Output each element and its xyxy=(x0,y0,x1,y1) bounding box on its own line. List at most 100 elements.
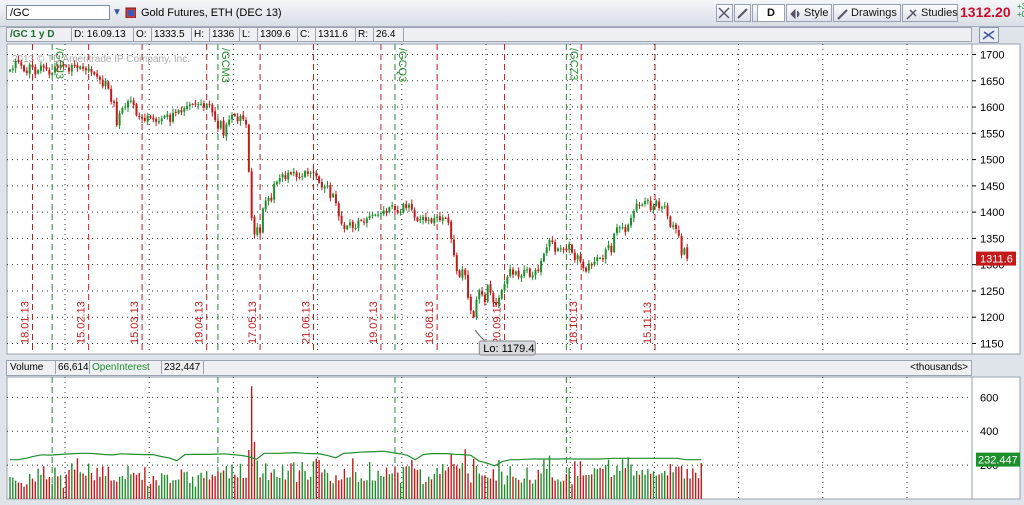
volume-bar xyxy=(512,476,514,499)
bar-date: D: 16.09.13 xyxy=(71,28,134,41)
net-change: +3 +0 xyxy=(1017,3,1024,19)
candle-body xyxy=(73,64,76,67)
candle-body xyxy=(585,267,588,272)
volume-bar xyxy=(506,475,509,499)
candle-body xyxy=(571,244,573,253)
volume-bar xyxy=(107,466,110,499)
volume-bar xyxy=(517,479,520,499)
candle-body xyxy=(635,203,638,211)
volume-bar xyxy=(568,467,570,499)
candle-body xyxy=(354,227,357,229)
candle-body xyxy=(163,115,166,118)
volume-bar xyxy=(442,463,444,499)
symbol-period-label: /GC 1 y D xyxy=(7,28,72,41)
date-label: 17.05.13 xyxy=(247,301,259,344)
volume-bar xyxy=(276,476,278,499)
volume-bar xyxy=(621,459,624,499)
volume-bar xyxy=(475,465,478,499)
volume-bar xyxy=(697,478,700,499)
studies-icon xyxy=(906,9,917,20)
volume-bar xyxy=(605,464,607,499)
candle-body xyxy=(674,224,677,229)
symbol-link-icon[interactable] xyxy=(125,7,136,18)
candle-body xyxy=(273,183,276,200)
volume-bar xyxy=(138,473,140,499)
candle-body xyxy=(511,269,514,275)
volume-bar xyxy=(635,470,638,499)
candle-body xyxy=(191,104,194,106)
volume-bar xyxy=(186,471,188,499)
candle-body xyxy=(90,69,93,73)
date-label: 19.07.13 xyxy=(368,301,380,344)
price-tick-label: 1650 xyxy=(980,76,1004,88)
chart-settings-gear-button[interactable] xyxy=(979,27,999,43)
candle-body xyxy=(450,221,453,239)
symbol-dropdown-icon[interactable]: ▼ xyxy=(112,7,122,18)
volume-bar xyxy=(152,475,155,499)
volume-bar xyxy=(73,469,76,499)
volume-value: 66,614 xyxy=(55,361,90,374)
candle-body xyxy=(556,248,559,251)
volume-bar xyxy=(281,465,284,499)
candle-body xyxy=(230,114,233,120)
date-label: 15.02.13 xyxy=(76,301,88,344)
symbol-description: Gold Futures, ETH (DEC 13) xyxy=(141,7,282,19)
volume-units-label: <thousands> xyxy=(910,362,968,373)
volume-bar xyxy=(672,472,674,499)
candle-body xyxy=(624,227,627,233)
high-label: H: xyxy=(191,28,210,41)
candle-body xyxy=(200,103,203,105)
volume-bar xyxy=(307,479,309,499)
volume-bar xyxy=(388,474,391,499)
last-price-tag-label: 1311.6 xyxy=(980,254,1013,266)
price-tick-label: 1500 xyxy=(980,155,1004,167)
candle-body xyxy=(295,172,298,177)
candle-body xyxy=(177,110,180,114)
volume-bar xyxy=(20,482,22,499)
volume-label: Volume xyxy=(7,361,56,374)
candle-body xyxy=(334,194,337,204)
volume-bar xyxy=(630,464,632,499)
volume-bar xyxy=(220,472,222,499)
candle-body xyxy=(424,217,427,222)
candle-body xyxy=(82,66,85,69)
candle-body xyxy=(183,108,186,112)
volume-bar xyxy=(590,474,593,499)
volume-bar xyxy=(166,474,169,499)
candle-body xyxy=(599,257,602,259)
candle-body xyxy=(596,257,599,261)
candle-body xyxy=(121,108,124,114)
volume-bar xyxy=(326,472,329,499)
volume-bar xyxy=(397,472,399,499)
candle-body xyxy=(371,214,374,216)
candle-body xyxy=(416,217,419,222)
volume-bar xyxy=(531,483,534,499)
volume-bar xyxy=(427,476,430,499)
drawings-button[interactable]: Drawings xyxy=(833,4,901,22)
candle-body xyxy=(318,176,321,183)
candle-body xyxy=(62,64,65,67)
d-button[interactable]: D xyxy=(757,4,785,22)
volume-bar xyxy=(360,478,362,499)
volume-bar xyxy=(554,480,556,499)
volume-axis-panel xyxy=(971,376,1021,500)
volume-bar xyxy=(585,474,587,499)
candle-body xyxy=(98,77,101,80)
candle-body xyxy=(410,203,413,210)
volume-bar xyxy=(368,462,371,499)
style-button[interactable]: Style xyxy=(786,4,832,22)
candle-body xyxy=(587,263,590,271)
volume-bar xyxy=(262,473,264,499)
candle-body xyxy=(613,233,616,253)
volume-bar xyxy=(655,475,657,499)
drawings-button-label: Drawings xyxy=(851,7,897,19)
roll-label: /GCJ3 xyxy=(53,48,65,79)
volume-bar xyxy=(96,467,98,499)
studies-button[interactable]: Studies xyxy=(902,4,958,22)
crosshair-tool-button[interactable] xyxy=(716,4,733,22)
volume-bar xyxy=(489,478,492,499)
volume-bar xyxy=(146,485,149,499)
symbol-input[interactable]: /GC xyxy=(6,5,110,20)
pencil-tool-button[interactable] xyxy=(734,4,751,22)
